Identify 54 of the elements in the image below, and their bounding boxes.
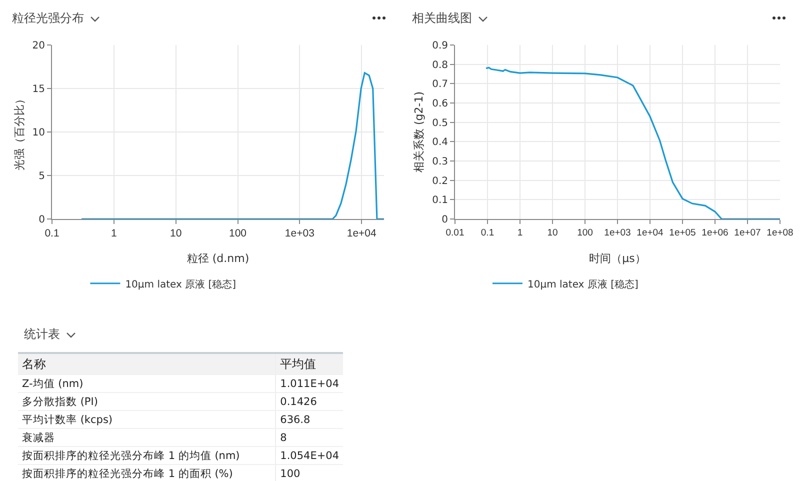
x-axis-title: 粒径 (d.nm)	[186, 252, 250, 265]
y-tick-label: 0.9	[432, 40, 448, 52]
y-tick-label: 0.5	[432, 118, 448, 129]
text: 8	[276, 428, 343, 446]
x-tick-label: 1e+04	[346, 228, 376, 240]
y-tick-label: 15	[32, 84, 45, 95]
x-tick-label: 100	[228, 228, 247, 240]
text: 0.1426	[276, 392, 343, 410]
x-tick-label: 10	[170, 228, 182, 240]
chart-title: 粒径光强分布	[12, 10, 84, 27]
x-tick-label: 1e+03	[284, 228, 315, 240]
x-tick-label: 1e+04	[636, 227, 664, 238]
y-tick-label: 0.3	[432, 156, 448, 168]
x-tick-label: 0.01	[446, 227, 464, 238]
text: 平均计数率 (kcps)	[18, 410, 276, 428]
x-axis-title: 时间（µs）	[589, 252, 646, 265]
x-tick-label: 1e+07	[734, 227, 761, 238]
y-tick-label: 5	[38, 171, 45, 182]
text: 1.054E+04	[276, 446, 343, 464]
y-tick-label: 10	[32, 128, 45, 138]
legend-label: 10µm latex 原液 [稳态]	[528, 278, 638, 290]
text: 统计表	[24, 326, 60, 343]
y-tick-label: 0.4	[432, 137, 448, 148]
x-tick-label: 100	[577, 227, 593, 238]
y-tick-label: 0.1	[432, 195, 448, 206]
y-axis-title: 相关系数 (g2-1)	[412, 91, 426, 173]
text: 多分散指数 (PI)	[18, 392, 276, 410]
text: 1.011E+04	[276, 374, 343, 392]
y-tick-label: 0.7	[432, 79, 448, 90]
y-tick-label: 0	[442, 214, 448, 226]
y-tick-label: 20	[32, 40, 45, 52]
y-tick-label: 0.8	[432, 60, 448, 71]
legend-label: 10µm latex 原液 [稳态]	[125, 278, 236, 290]
x-tick-label: 10	[547, 227, 558, 238]
text: 名称	[18, 353, 276, 374]
x-tick-label: 1e+05	[669, 227, 696, 238]
text: 636.8	[276, 410, 343, 428]
text: 衰减器	[18, 428, 276, 446]
chart-title: 相关曲线图	[412, 10, 472, 27]
text: Z-均值 (nm)	[18, 374, 276, 392]
x-tick-label: 1e+03	[604, 227, 631, 238]
x-tick-label: 1	[111, 228, 117, 240]
y-tick-label: 0	[38, 214, 45, 226]
x-tick-label: 1e+08	[766, 227, 794, 238]
y-tick-label: 0.6	[432, 98, 448, 110]
text: 按面积排序的粒径光强分布峰 1 的面积 (%)	[18, 464, 276, 481]
x-tick-label: 1	[517, 227, 523, 238]
text: 按面积排序的粒径光强分布峰 1 的均值 (nm)	[18, 446, 276, 464]
text: 100	[276, 464, 343, 481]
x-tick-label: 1e+06	[702, 227, 728, 238]
text: 平均值	[276, 353, 343, 374]
x-tick-label: 0.1	[480, 227, 494, 238]
y-tick-label: 0.2	[432, 176, 448, 187]
y-axis-title: 光强（百分比）	[12, 94, 26, 170]
